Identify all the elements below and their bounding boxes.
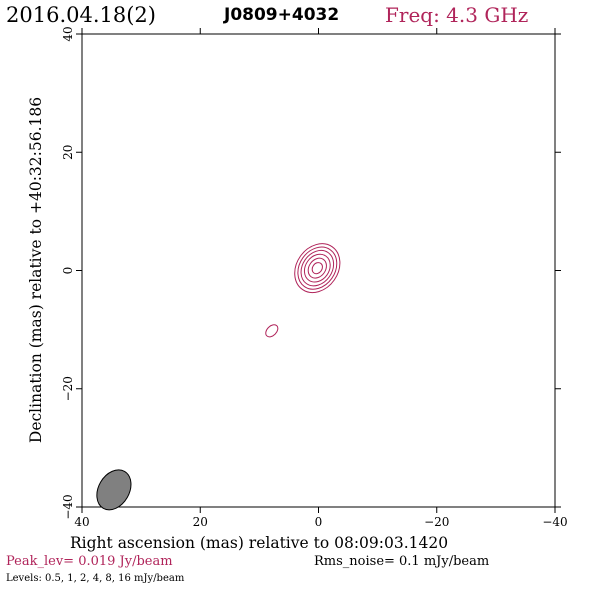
axis-ticks	[76, 28, 561, 513]
source-name: J0809+4032	[224, 5, 340, 25]
plot-frame	[81, 33, 556, 508]
plot-border	[81, 33, 556, 508]
axis-tick-labels: 40 20 0 −20 −40 −40 −20 0 20 40	[61, 26, 568, 529]
contour-core	[307, 257, 327, 279]
x-tick-label: 20	[193, 515, 208, 529]
contour-knot	[265, 324, 279, 338]
peak-level: Peak_lev= 0.019 Jy/beam	[6, 554, 173, 569]
contour-core	[311, 262, 323, 275]
contour-levels: Levels: 0.5, 1, 2, 4, 8, 16 mJy/beam	[6, 573, 185, 584]
observation-date: 2016.04.18(2)	[6, 3, 156, 27]
rms-noise: Rms_noise= 0.1 mJy/beam	[314, 554, 490, 569]
beam-ellipse-group	[96, 469, 132, 511]
x-tick-label: −20	[424, 515, 449, 529]
y-tick-label: −40	[61, 494, 75, 519]
frequency-label: Freq: 4.3 GHz	[385, 3, 529, 27]
y-tick-label: 40	[61, 26, 75, 41]
x-tick-label: 40	[74, 515, 89, 529]
contour-core	[303, 253, 331, 283]
beam-ellipse	[96, 469, 132, 511]
x-tick-label: 0	[315, 515, 323, 529]
x-tick-label: −40	[542, 515, 567, 529]
contour-core	[297, 246, 338, 290]
contour-core	[294, 243, 341, 294]
y-tick-label: 20	[61, 145, 75, 160]
x-axis-label: Right ascension (mas) relative to 08:09:…	[70, 534, 449, 552]
y-tick-label: 0	[61, 267, 75, 275]
contour-lines	[265, 243, 341, 338]
contour-core	[300, 249, 335, 287]
y-axis-label: Declination (mas) relative to +40:32:56.…	[27, 97, 45, 443]
y-tick-label: −20	[61, 376, 75, 401]
